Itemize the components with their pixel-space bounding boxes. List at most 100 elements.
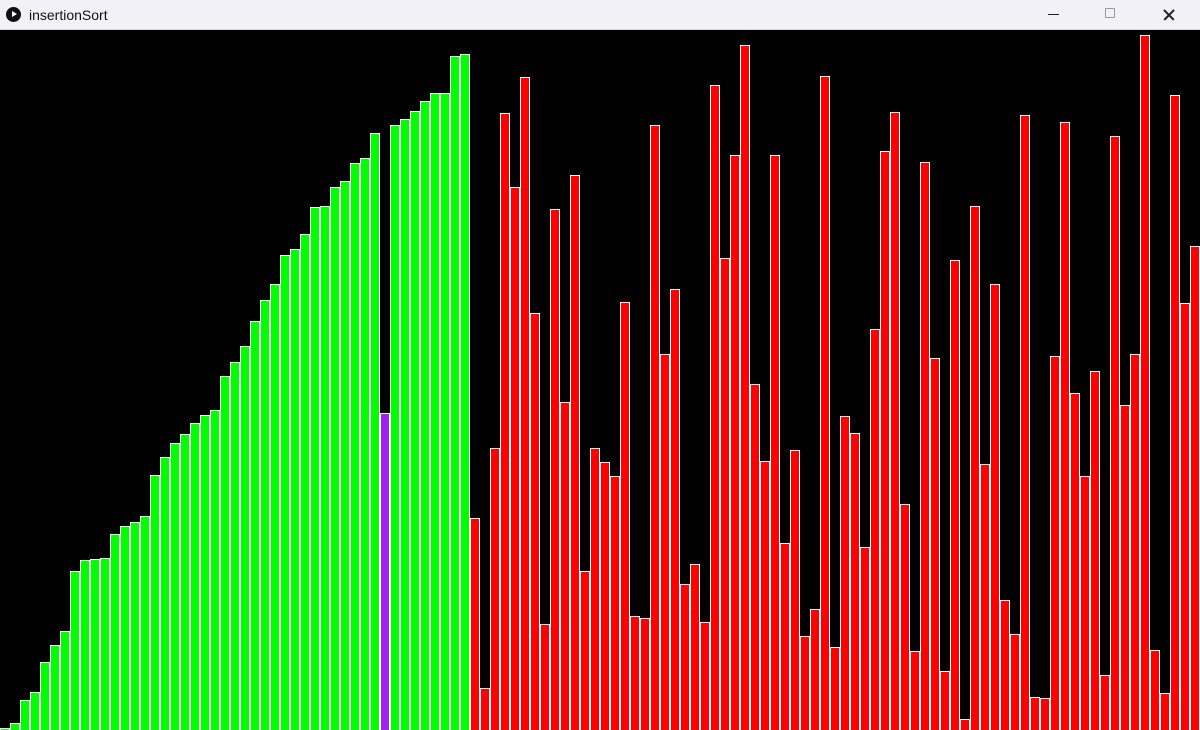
bar-unsorted: [770, 155, 780, 730]
bar-unsorted: [1070, 393, 1080, 730]
bar-unsorted: [1090, 371, 1100, 730]
bar-sorted: [100, 558, 110, 730]
bar-sorted: [360, 158, 370, 730]
bar-sorted: [90, 559, 100, 730]
bar-unsorted: [900, 504, 910, 730]
bar-unsorted: [670, 289, 680, 730]
bar-unsorted: [630, 616, 640, 730]
bar-unsorted: [850, 433, 860, 730]
bar-sorted: [50, 645, 60, 730]
title-bar: insertionSort: [0, 0, 1200, 30]
bar-unsorted: [1160, 693, 1170, 730]
bar-unsorted: [560, 402, 570, 730]
bar-unsorted: [610, 476, 620, 730]
bar-unsorted: [980, 464, 990, 730]
bar-sorted: [180, 434, 190, 730]
bar-sorted: [420, 101, 430, 730]
bar-unsorted: [700, 622, 710, 730]
bar-sorted: [130, 522, 140, 730]
minimize-icon: [1048, 14, 1059, 15]
bar-sorted: [110, 534, 120, 730]
bar-sorted: [60, 631, 70, 730]
bar-sorted: [460, 54, 470, 730]
sort-visualization-canvas: [0, 30, 1200, 730]
bar-unsorted: [620, 302, 630, 730]
bar-sorted: [450, 56, 460, 730]
bar-unsorted: [930, 358, 940, 730]
bar-sorted: [270, 284, 280, 730]
bar-unsorted: [570, 175, 580, 730]
bar-unsorted: [1140, 35, 1150, 730]
bar-unsorted: [1010, 634, 1020, 730]
bar-unsorted: [520, 77, 530, 730]
bar-unsorted: [780, 543, 790, 730]
minimize-button[interactable]: [1030, 0, 1076, 30]
bar-unsorted: [940, 671, 950, 730]
bar-sorted: [390, 125, 400, 730]
bar-sorted: [430, 93, 440, 730]
bar-sorted: [30, 692, 40, 730]
bar-sorted: [290, 249, 300, 730]
bar-sorted: [70, 571, 80, 730]
bar-unsorted: [960, 719, 970, 730]
bar-unsorted: [1120, 405, 1130, 730]
bar-sorted: [440, 93, 450, 730]
bar-sorted: [220, 376, 230, 730]
bar-unsorted: [760, 461, 770, 730]
bar-unsorted: [1030, 697, 1040, 730]
bar-unsorted: [830, 647, 840, 730]
bar-unsorted: [1040, 698, 1050, 730]
bar-unsorted: [590, 448, 600, 730]
bar-unsorted: [990, 284, 1000, 730]
bar-unsorted: [680, 584, 690, 730]
bar-unsorted: [1080, 476, 1090, 730]
bar-sorted: [170, 443, 180, 730]
maximize-icon: [1105, 8, 1115, 18]
bar-unsorted: [1180, 303, 1190, 730]
bar-sorted: [40, 662, 50, 730]
bar-unsorted: [920, 162, 930, 730]
bar-unsorted: [1020, 115, 1030, 730]
bar-unsorted: [730, 155, 740, 730]
close-button[interactable]: [1146, 0, 1192, 30]
bar-sorted: [0, 728, 10, 730]
bar-unsorted: [1100, 675, 1110, 730]
bar-unsorted: [950, 260, 960, 730]
bar-unsorted: [890, 112, 900, 730]
maximize-button[interactable]: [1087, 0, 1133, 30]
bar-unsorted: [540, 624, 550, 730]
bar-sorted: [150, 475, 160, 730]
bar-unsorted: [480, 688, 490, 730]
bar-unsorted: [500, 113, 510, 730]
bar-unsorted: [740, 45, 750, 730]
bar-unsorted: [510, 187, 520, 730]
bar-unsorted: [1170, 95, 1180, 730]
bar-sorted: [10, 723, 20, 730]
bar-sorted: [80, 560, 90, 730]
bar-unsorted: [810, 609, 820, 730]
bar-sorted: [190, 423, 200, 730]
bar-sorted: [350, 163, 360, 730]
bar-sorted: [120, 526, 130, 730]
bar-sorted: [370, 133, 380, 730]
bar-unsorted: [640, 618, 650, 730]
bar-unsorted: [800, 636, 810, 730]
bar-unsorted: [870, 329, 880, 730]
bar-unsorted: [1190, 246, 1200, 730]
bar-sorted: [330, 187, 340, 730]
bar-unsorted: [660, 354, 670, 730]
bar-sorted: [310, 207, 320, 730]
bar-unsorted: [720, 258, 730, 730]
bar-unsorted: [650, 125, 660, 730]
bar-unsorted: [1150, 650, 1160, 730]
bar-unsorted: [1110, 136, 1120, 730]
bar-sorted: [280, 255, 290, 730]
bar-unsorted: [910, 651, 920, 730]
bar-unsorted: [690, 564, 700, 730]
bar-unsorted: [750, 384, 760, 730]
bar-unsorted: [1050, 356, 1060, 730]
bar-unsorted: [600, 462, 610, 730]
bar-unsorted: [490, 448, 500, 730]
bar-sorted: [320, 206, 330, 730]
bar-unsorted: [970, 206, 980, 730]
